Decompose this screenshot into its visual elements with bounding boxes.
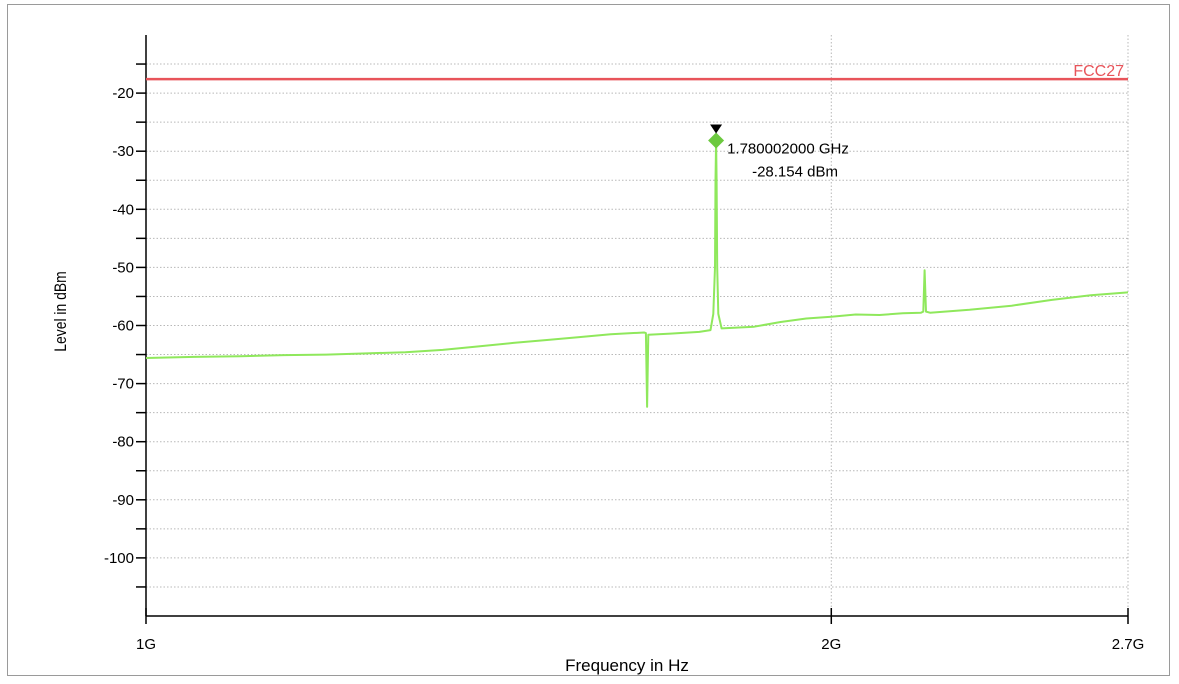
labels-group: -20 -30 -40 -50 -60 -70 -80 -90 -100 1G 2G 2.7G Freq… [52, 85, 1144, 675]
marker-level-label: -28.154 dBm [752, 163, 838, 180]
limit-line-label: FCC27 [1073, 63, 1124, 80]
y-tick-label: -50 [112, 259, 134, 276]
x-axis-title: Frequency in Hz [565, 656, 689, 675]
spectrum-chart: FCC27 1.780002000 GHz-28.154 dBm -20-30-… [52, 35, 1144, 675]
y-tick-label: -80 [112, 434, 134, 451]
marker-group: 1.780002000 GHz -28.154 dBm [708, 124, 849, 180]
y-tick-label: -20 [112, 85, 134, 102]
spectrum-trace [145, 139, 1129, 408]
limit-line-group: FCC27 [146, 63, 1128, 81]
x-tick-label: 2G [821, 636, 841, 653]
y-tick-label: -30 [112, 143, 134, 160]
y-tick-label: -90 [112, 492, 134, 509]
series-group [145, 139, 1129, 408]
marker-diamond [708, 132, 725, 149]
grid [146, 35, 1129, 616]
axes [136, 35, 1129, 624]
x-tick-label: 2.7G [1112, 636, 1145, 653]
marker-frequency-label: 1.780002000 GHz [727, 140, 849, 157]
marker-triangle-icon [710, 124, 723, 134]
y-axis-title: Level in dBm [52, 271, 71, 352]
y-tick-label: -40 [112, 201, 134, 218]
y-tick-label: -100 [104, 550, 134, 567]
y-tick-label: -60 [112, 318, 134, 335]
x-tick-label: 1G [136, 636, 156, 653]
chart-frame: FCC27 1.780002000 GHz -28.154 dBm -20 -30-… [7, 4, 1170, 676]
y-tick-label: -70 [112, 376, 134, 393]
